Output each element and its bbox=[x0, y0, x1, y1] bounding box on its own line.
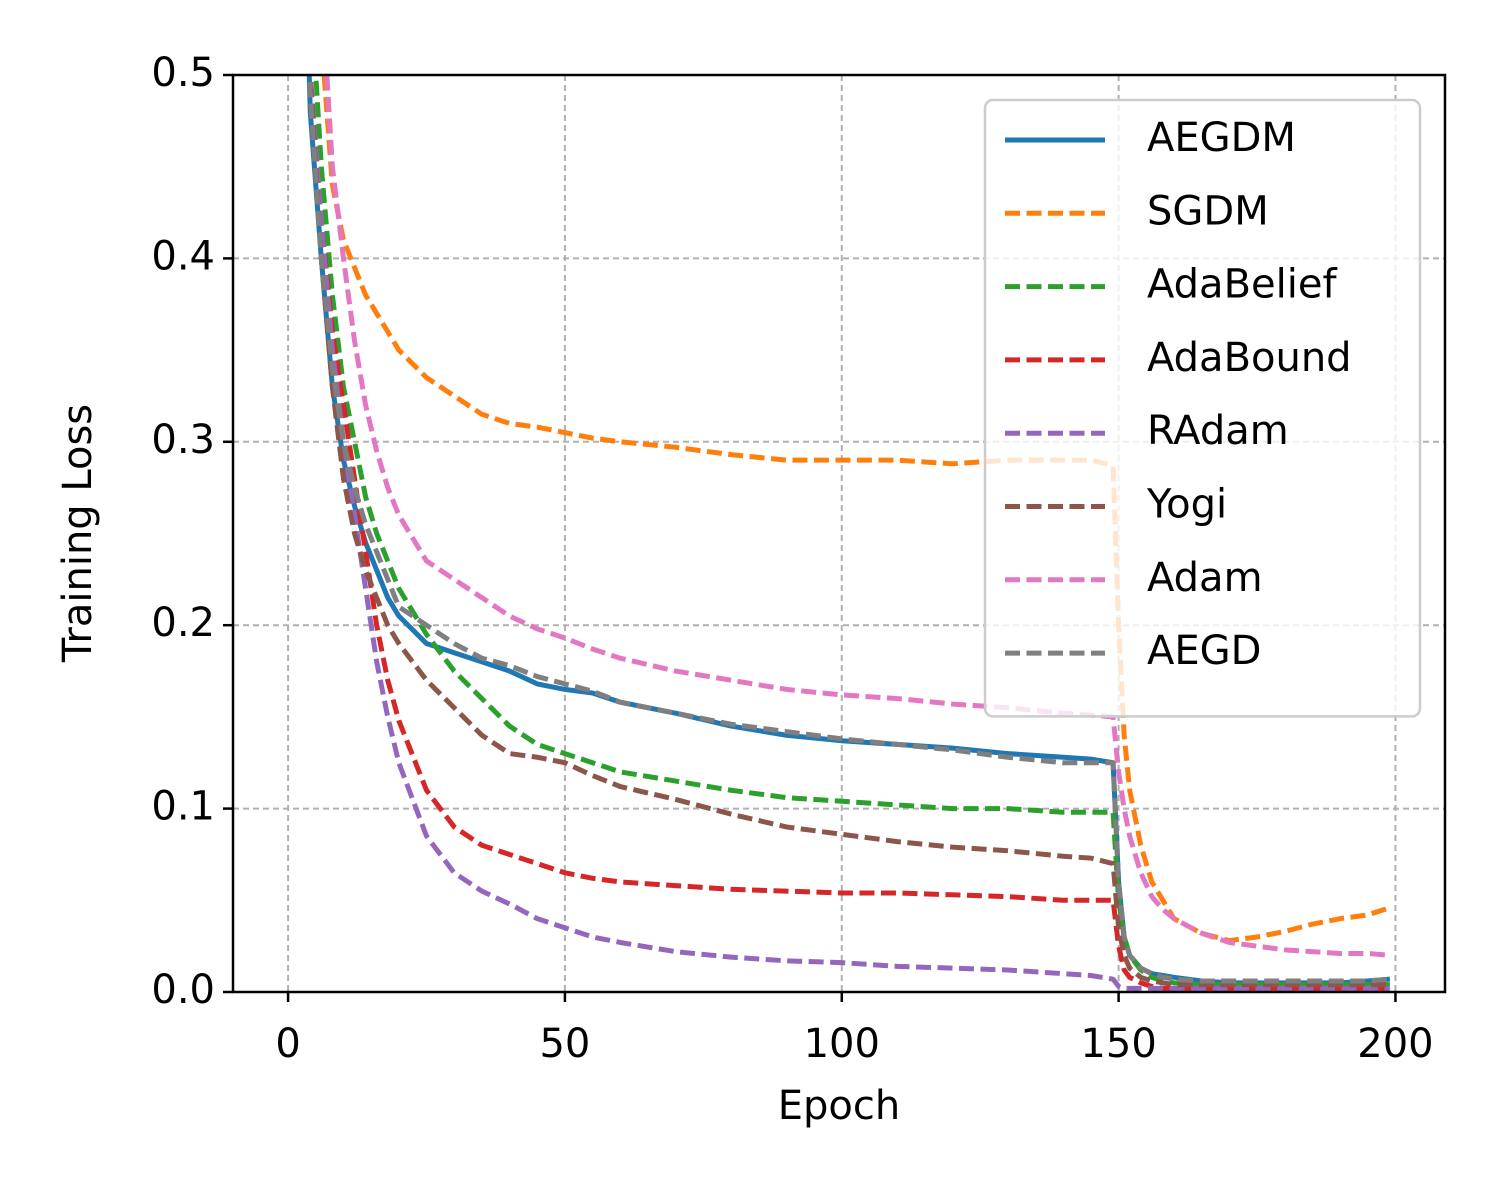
x-tick-label: 150 bbox=[1080, 1021, 1156, 1067]
y-axis-label: Training Loss bbox=[55, 404, 101, 663]
series-line bbox=[306, 75, 1391, 986]
y-tick-label: 0.4 bbox=[151, 233, 215, 279]
series-line bbox=[321, 75, 1391, 944]
x-tick-label: 100 bbox=[804, 1021, 880, 1067]
series-line bbox=[307, 75, 1390, 991]
series-line bbox=[324, 75, 1391, 958]
legend-box bbox=[983, 98, 1422, 718]
x-axis-label: Epoch bbox=[778, 1083, 900, 1129]
y-tick-label: 0.3 bbox=[151, 417, 215, 463]
x-tick-label: 50 bbox=[539, 1021, 590, 1067]
series-line bbox=[307, 75, 1390, 991]
legend-label: SGDM bbox=[1147, 188, 1269, 234]
x-tick-label: 0 bbox=[275, 1021, 300, 1067]
legend-label: AdaBelief bbox=[1147, 262, 1337, 308]
legend-label: Adam bbox=[1147, 555, 1263, 601]
y-tick-label: 0.5 bbox=[151, 50, 215, 96]
axes: 0 50 100 150 200 0.0 0.1 0.2 0.3 0.4 0.5 bbox=[151, 50, 1433, 1067]
series-line bbox=[307, 75, 1390, 988]
y-tick-label: 0.1 bbox=[151, 784, 215, 830]
x-tick-label: 200 bbox=[1357, 1021, 1433, 1067]
series-line bbox=[307, 75, 1391, 984]
plot-lines bbox=[306, 75, 1391, 991]
plot-frame bbox=[231, 73, 1447, 994]
series-line bbox=[313, 75, 1390, 988]
legend-label: AEGDM bbox=[1147, 115, 1296, 161]
legend: AEGDM SGDM AdaBelief AdaBound RAdam Yogi Adam A… bbox=[983, 98, 1422, 718]
legend-label: AEGD bbox=[1147, 628, 1261, 674]
legend-label: RAdam bbox=[1147, 408, 1289, 454]
legend-label: AdaBound bbox=[1147, 335, 1352, 381]
legend-label: Yogi bbox=[1146, 482, 1227, 528]
y-tick-label: 0.2 bbox=[151, 600, 215, 646]
y-tick-label: 0.0 bbox=[151, 967, 215, 1013]
